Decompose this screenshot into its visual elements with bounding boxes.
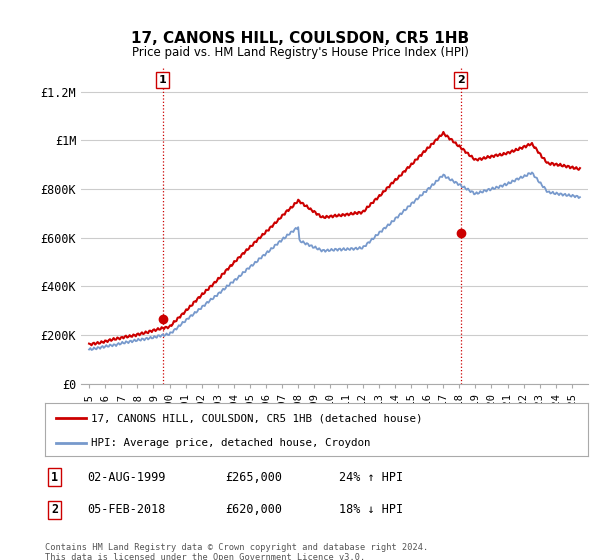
- Text: 24% ↑ HPI: 24% ↑ HPI: [339, 470, 403, 484]
- Text: £265,000: £265,000: [225, 470, 282, 484]
- Text: 18% ↓ HPI: 18% ↓ HPI: [339, 503, 403, 516]
- Text: 02-AUG-1999: 02-AUG-1999: [87, 470, 166, 484]
- Text: HPI: Average price, detached house, Croydon: HPI: Average price, detached house, Croy…: [91, 437, 371, 447]
- Text: Price paid vs. HM Land Registry's House Price Index (HPI): Price paid vs. HM Land Registry's House …: [131, 46, 469, 59]
- Text: Contains HM Land Registry data © Crown copyright and database right 2024.: Contains HM Land Registry data © Crown c…: [45, 543, 428, 552]
- Text: 1: 1: [51, 470, 58, 484]
- Text: 2: 2: [51, 503, 58, 516]
- Text: 17, CANONS HILL, COULSDON, CR5 1HB (detached house): 17, CANONS HILL, COULSDON, CR5 1HB (deta…: [91, 413, 422, 423]
- Text: 05-FEB-2018: 05-FEB-2018: [87, 503, 166, 516]
- Text: 1: 1: [159, 75, 167, 85]
- Text: £620,000: £620,000: [225, 503, 282, 516]
- Text: 17, CANONS HILL, COULSDON, CR5 1HB: 17, CANONS HILL, COULSDON, CR5 1HB: [131, 31, 469, 46]
- Text: This data is licensed under the Open Government Licence v3.0.: This data is licensed under the Open Gov…: [45, 553, 365, 560]
- Text: 2: 2: [457, 75, 464, 85]
